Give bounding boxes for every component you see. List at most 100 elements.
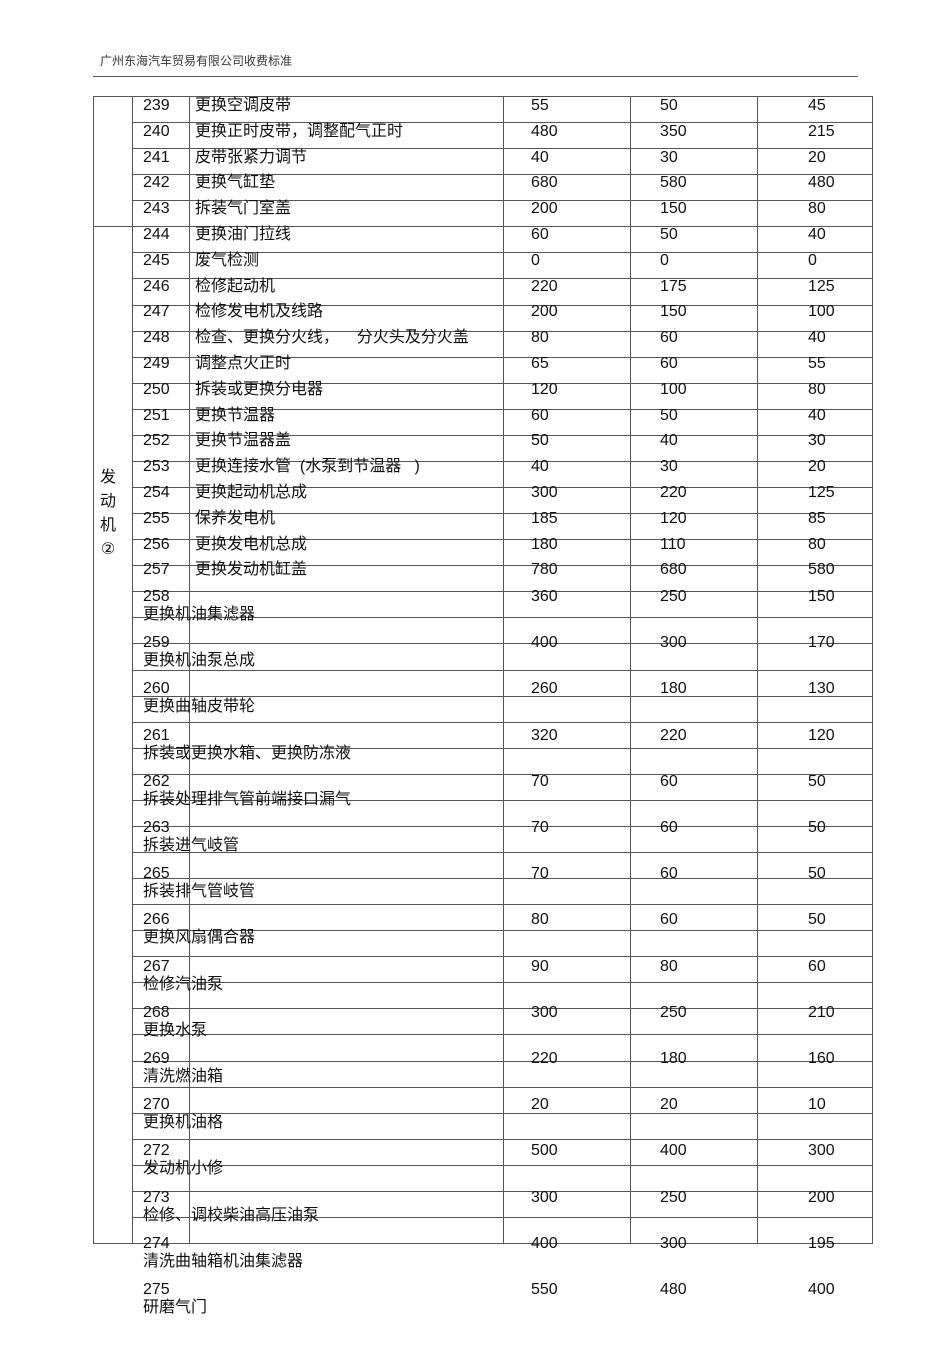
- price-c: 60: [808, 958, 826, 975]
- item-number: 272: [143, 1142, 170, 1159]
- item-number: 273: [143, 1189, 170, 1206]
- item-number: 239: [143, 97, 170, 114]
- price-a: 40: [531, 458, 549, 475]
- price-b: 120: [660, 510, 687, 527]
- item-number: 268: [143, 1004, 170, 1021]
- price-b: 400: [660, 1142, 687, 1159]
- item-number: 260: [143, 680, 170, 697]
- price-c: 40: [808, 226, 826, 243]
- price-b: 220: [660, 484, 687, 501]
- price-a: 300: [531, 484, 558, 501]
- item-name: 更换机油泵总成: [143, 652, 256, 669]
- price-a: 200: [531, 303, 558, 320]
- price-c: 80: [808, 381, 826, 398]
- price-a: 70: [531, 865, 549, 882]
- price-b: 60: [660, 355, 678, 372]
- item-number: 247: [143, 303, 170, 320]
- price-b: 175: [660, 278, 687, 295]
- row-line: [132, 826, 873, 827]
- item-number: 255: [143, 510, 170, 527]
- item-name: 清洗曲轴箱机油集滤器: [143, 1253, 304, 1270]
- price-c: 50: [808, 911, 826, 928]
- price-b: 480: [660, 1281, 687, 1298]
- row-line: [132, 696, 873, 697]
- item-number: 270: [143, 1096, 170, 1113]
- price-b: 150: [660, 303, 687, 320]
- price-a: 0: [531, 252, 540, 269]
- group-divider: [93, 226, 132, 227]
- price-c: 480: [808, 174, 835, 191]
- item-number: 262: [143, 773, 170, 790]
- price-c: 40: [808, 329, 826, 346]
- price-a: 65: [531, 355, 549, 372]
- price-b: 60: [660, 819, 678, 836]
- item-name: 研磨气门: [143, 1299, 208, 1316]
- row-line: [132, 252, 873, 253]
- price-a: 400: [531, 634, 558, 651]
- item-number: 266: [143, 911, 170, 928]
- price-b: 110: [660, 536, 686, 553]
- price-a: 400: [531, 1235, 558, 1252]
- item-name: 拆装或更换水箱、更换防冻液: [143, 745, 352, 762]
- row-line: [132, 1165, 873, 1166]
- row-line: [132, 435, 873, 436]
- price-c: 210: [808, 1004, 835, 1021]
- price-c: 85: [808, 510, 826, 527]
- price-c: 300: [808, 1142, 835, 1159]
- price-c: 0: [808, 252, 817, 269]
- row-line: [132, 591, 873, 592]
- price-b: 60: [660, 865, 678, 882]
- row-line: [132, 409, 873, 410]
- price-b: 50: [660, 97, 678, 114]
- price-b: 680: [660, 561, 687, 578]
- price-a: 220: [531, 278, 558, 295]
- price-a: 480: [531, 123, 558, 140]
- price-a: 320: [531, 727, 558, 744]
- item-number: 263: [143, 819, 170, 836]
- row-line: [132, 122, 873, 123]
- row-line: [132, 956, 873, 957]
- price-b: 150: [660, 200, 687, 217]
- row-line: [132, 539, 873, 540]
- price-c: 125: [808, 278, 835, 295]
- price-c: 125: [808, 484, 835, 501]
- price-c: 20: [808, 458, 826, 475]
- price-a: 500: [531, 1142, 558, 1159]
- item-name: 更换发动机缸盖: [195, 561, 308, 578]
- item-name: 拆装排气管岐管: [143, 883, 256, 900]
- item-name: 检修发电机及线路: [195, 303, 324, 320]
- item-name: 检修起动机: [195, 278, 276, 295]
- price-a: 680: [531, 174, 558, 191]
- price-c: 150: [808, 588, 835, 605]
- item-number: 241: [143, 149, 170, 166]
- price-a: 220: [531, 1050, 558, 1067]
- item-name: 检查、更换分火线， 分火头及分火盖: [195, 329, 469, 346]
- item-name: 更换起动机总成: [195, 484, 308, 501]
- price-b: 180: [660, 1050, 687, 1067]
- item-name: 更换节温器: [195, 407, 276, 424]
- row-line: [132, 383, 873, 384]
- row-line: [132, 200, 873, 201]
- price-b: 100: [660, 381, 687, 398]
- item-number: 267: [143, 958, 170, 975]
- item-number: 248: [143, 329, 170, 346]
- price-a: 70: [531, 773, 549, 790]
- price-a: 90: [531, 958, 549, 975]
- price-b: 50: [660, 407, 678, 424]
- price-c: 40: [808, 407, 826, 424]
- price-c: 45: [808, 97, 826, 114]
- item-number: 265: [143, 865, 170, 882]
- price-a: 80: [531, 329, 549, 346]
- row-line: [132, 617, 873, 618]
- row-line: [132, 670, 873, 671]
- price-a: 300: [531, 1189, 558, 1206]
- price-c: 80: [808, 536, 826, 553]
- price-a: 120: [531, 381, 558, 398]
- price-a: 260: [531, 680, 558, 697]
- price-c: 50: [808, 865, 826, 882]
- row-line: [132, 305, 873, 306]
- item-name: 调整点火正时: [195, 355, 292, 372]
- price-c: 215: [808, 123, 835, 140]
- item-name: 更换风扇偶合器: [143, 929, 256, 946]
- price-b: 60: [660, 773, 678, 790]
